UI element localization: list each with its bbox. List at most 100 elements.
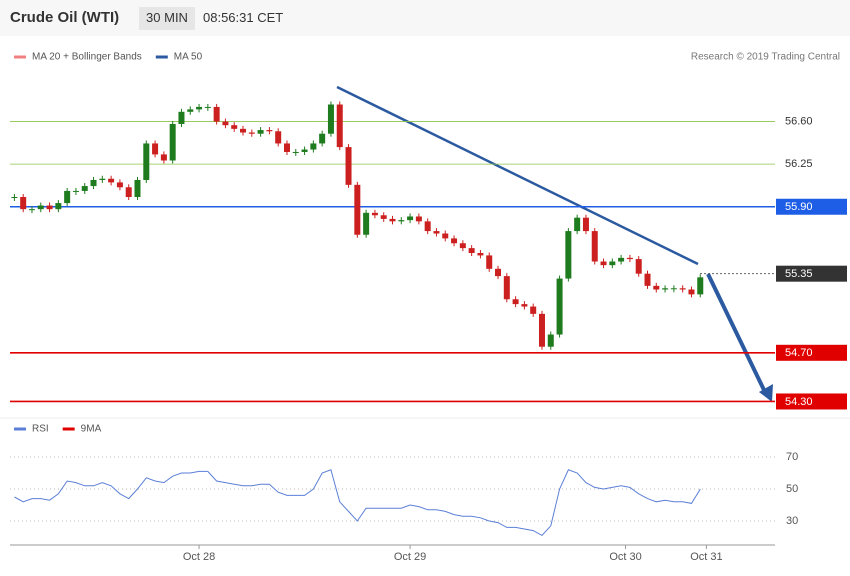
candle-body <box>653 285 660 290</box>
candle-body <box>679 288 686 290</box>
credit: Research © 2019 Trading Central <box>691 52 840 63</box>
candle-body <box>670 288 677 290</box>
candle-body <box>72 190 79 192</box>
candle-body <box>697 277 704 295</box>
candle-body <box>451 238 458 244</box>
candle-body <box>152 143 159 155</box>
candle-body <box>134 179 141 198</box>
interval-box <box>139 7 195 30</box>
candle-body <box>389 218 396 222</box>
candle-body <box>143 143 150 180</box>
x-tick-label: Oct 30 <box>609 551 641 563</box>
rsi-tick-label: 30 <box>786 515 798 527</box>
candle-body <box>240 128 247 133</box>
level-label: 54.30 <box>785 396 813 408</box>
candle-body <box>442 233 449 239</box>
candle-body <box>556 278 563 335</box>
candle-body <box>398 220 405 222</box>
level-label: 56.25 <box>785 158 813 170</box>
candle-body <box>363 212 370 235</box>
candle-body <box>319 133 326 144</box>
candle-body <box>600 261 607 266</box>
candle-body <box>468 248 475 253</box>
level-badge <box>776 393 847 410</box>
candle-body <box>538 313 545 347</box>
header-bar <box>0 0 850 36</box>
candle-body <box>81 186 88 191</box>
candle-body <box>345 147 352 185</box>
level-label: 55.90 <box>785 201 813 213</box>
candle-body <box>433 231 440 234</box>
candle-body <box>292 151 299 153</box>
candle-body <box>547 334 554 347</box>
level-label: 56.60 <box>785 115 813 127</box>
x-tick-label: Oct 28 <box>183 551 215 563</box>
candle-body <box>530 306 537 314</box>
rsi-tick-label: 70 <box>786 451 798 463</box>
candle-body <box>574 217 581 232</box>
chart-title: Crude Oil (WTI) <box>10 9 119 26</box>
candle-body <box>336 104 343 148</box>
level-badge <box>776 198 847 215</box>
level-label: 55.35 <box>785 268 813 280</box>
candle-body <box>204 106 211 108</box>
candle-body <box>301 149 308 152</box>
candle-body <box>64 190 71 204</box>
candle-body <box>424 221 431 232</box>
candle-body <box>90 179 97 187</box>
timestamp: 08:56:31 CET <box>203 10 283 25</box>
candle-body <box>275 131 282 144</box>
candle-body <box>257 130 264 134</box>
candle-body <box>503 276 510 300</box>
candle-body <box>108 178 115 183</box>
legend-label: MA 20 + Bollinger Bands <box>32 52 142 63</box>
candle-body <box>266 130 273 132</box>
legend-label: RSI <box>32 424 49 435</box>
legend-label: MA 50 <box>174 52 203 63</box>
candle-body <box>618 257 625 262</box>
candle-body <box>46 205 53 210</box>
candle-body <box>11 197 18 199</box>
candle-body <box>635 259 642 274</box>
candle-body <box>609 261 616 266</box>
x-tick-label: Oct 31 <box>690 551 722 563</box>
candle-body <box>380 215 387 219</box>
candle-body <box>354 184 361 235</box>
candle-body <box>662 288 669 290</box>
forecast-arrowhead <box>759 384 773 402</box>
candle-body <box>565 231 572 279</box>
candle-body <box>55 203 62 210</box>
level-label: 54.70 <box>785 347 813 359</box>
legend-label: 9MA <box>81 424 102 435</box>
candle-body <box>407 216 414 221</box>
candle-body <box>99 178 106 180</box>
candle-body <box>688 289 695 295</box>
interval: 30 MIN <box>146 10 188 25</box>
candle-body <box>283 143 290 152</box>
candle-body <box>371 212 378 216</box>
candle-body <box>20 197 27 210</box>
candle-body <box>222 121 229 126</box>
level-badge <box>776 265 847 282</box>
candle-body <box>486 255 493 269</box>
rsi-line <box>14 469 701 537</box>
candle-body <box>116 182 123 188</box>
candle-body <box>125 187 132 198</box>
candle-body <box>459 243 466 249</box>
candle-body <box>187 109 194 112</box>
candle-body <box>160 154 167 161</box>
candle-body <box>591 231 598 262</box>
forecast-arrow <box>706 273 766 391</box>
x-tick-label: Oct 29 <box>394 551 426 563</box>
candle-body <box>231 125 238 129</box>
rsi-tick-label: 50 <box>786 483 798 495</box>
candle-body <box>310 143 317 150</box>
candle-body <box>37 205 44 210</box>
candle-body <box>196 106 203 110</box>
candle-body <box>626 257 633 260</box>
candle-body <box>415 216 422 222</box>
candle-body <box>213 106 220 122</box>
candle-body <box>169 123 176 161</box>
